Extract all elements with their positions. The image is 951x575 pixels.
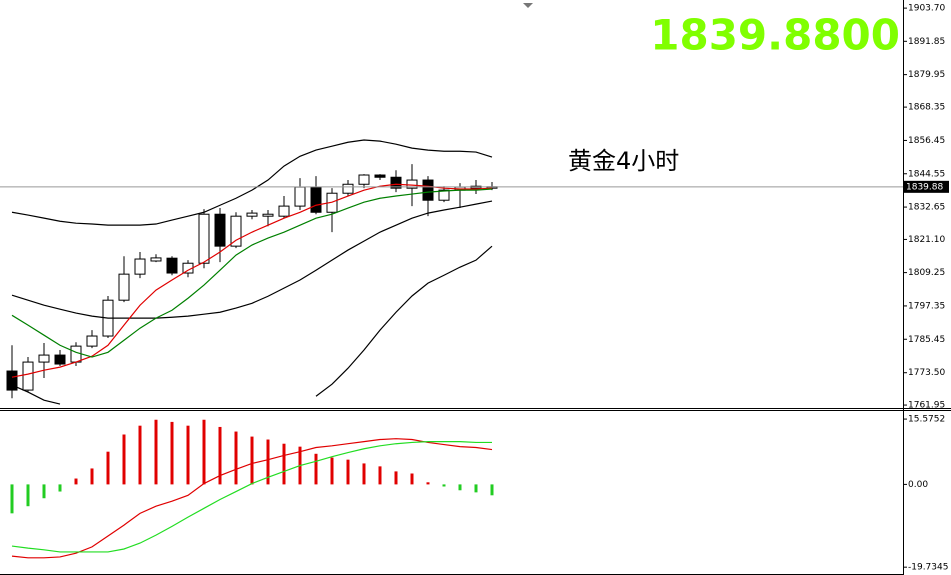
candle-body xyxy=(422,179,434,201)
y-tick-label: 1856.45 xyxy=(908,136,945,146)
candle-body xyxy=(438,189,450,201)
candle-body xyxy=(230,215,242,247)
candle-body xyxy=(22,361,34,391)
candle-body xyxy=(86,335,98,347)
candle-body xyxy=(118,273,130,301)
y-tick-label: 1785.45 xyxy=(908,335,945,345)
y-tick-label: 1844.55 xyxy=(908,169,945,179)
candle-body xyxy=(342,183,354,194)
candle-body xyxy=(150,257,162,262)
y-tick-label: 1761.95 xyxy=(908,401,945,411)
candle-body xyxy=(294,186,306,207)
y-tick-label: 1903.70 xyxy=(908,4,945,14)
y-tick-label: 1868.35 xyxy=(908,103,945,113)
candle-body xyxy=(390,176,402,189)
y-tick-label: 1797.35 xyxy=(908,301,945,311)
bid-display: 1839.8800 xyxy=(650,11,900,60)
y-tick-label: 1809.25 xyxy=(908,268,945,278)
candle-body xyxy=(374,174,386,178)
candle-body xyxy=(70,345,82,363)
y-tick-label: 1821.10 xyxy=(908,235,945,245)
y-tick-label: 1773.50 xyxy=(908,368,945,378)
indicator-line xyxy=(11,139,493,226)
candle-body xyxy=(166,257,178,274)
candle-body xyxy=(278,205,290,217)
y-tick-label: -19.7345 xyxy=(908,563,948,573)
shift-marker xyxy=(523,3,533,8)
macd-panel xyxy=(10,419,494,559)
candle-body xyxy=(246,212,258,217)
indicator-line xyxy=(11,245,493,405)
candle-body xyxy=(262,213,274,217)
price-panel xyxy=(0,139,903,405)
candle-body xyxy=(358,174,370,185)
candle-body xyxy=(406,179,418,189)
indicator-line xyxy=(11,438,493,559)
y-tick-label: 1891.85 xyxy=(908,37,945,47)
annotation: 黄金4小时 xyxy=(568,147,679,175)
candle-body xyxy=(214,213,226,247)
candle-body xyxy=(54,354,66,365)
indicator-line xyxy=(11,188,493,358)
y-tick-label: 0.00 xyxy=(908,480,928,490)
indicator-line xyxy=(11,441,492,553)
candle-body xyxy=(198,213,210,264)
candle-body xyxy=(134,258,146,275)
candle-body xyxy=(38,354,50,363)
y-tick-label: 1832.65 xyxy=(908,203,945,213)
y-tick-label: 15.5752 xyxy=(908,415,945,425)
price-label-box xyxy=(904,180,949,193)
indicator-line xyxy=(11,183,493,378)
candle-body xyxy=(310,186,322,213)
price-axis: 1903.70 1891.85 1879.95 1868.35 1856.45 1844.… xyxy=(903,4,949,573)
indicator-line xyxy=(11,200,493,319)
candle-body xyxy=(6,370,18,391)
price-label: 1839.88 xyxy=(906,182,943,192)
y-tick-label: 1879.95 xyxy=(908,70,945,80)
